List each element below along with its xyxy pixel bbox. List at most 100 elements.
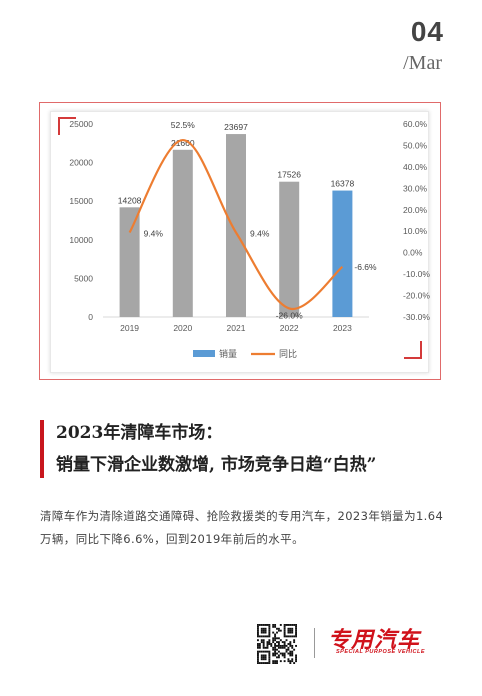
qr-module [276,662,278,664]
qr-module [258,624,261,626]
qr-module [260,656,263,659]
qr-module [285,639,288,642]
qr-module [283,631,286,634]
qr-module [266,644,269,647]
qr-module [287,635,290,638]
qr-module [257,625,259,628]
qr-module [266,643,269,645]
qr-module [287,643,290,645]
qr-module [260,641,263,644]
qr-module [268,625,271,628]
qr-module [274,650,277,653]
qr-module [262,641,265,644]
bar-2022 [279,181,300,317]
qr-module [293,662,296,664]
x-tick-label: 2021 [227,323,246,333]
qr-module [283,633,286,636]
qr-module [268,633,271,636]
qr-module [295,631,297,634]
qr-module [264,658,267,661]
qr-module [289,631,292,634]
qr-module [289,629,292,632]
qr-module [289,652,292,655]
qr-module [289,660,292,663]
qr-module [262,650,265,653]
qr-module [289,644,292,647]
qr-module [283,652,286,655]
qr-module [268,652,271,655]
qr-module [262,629,265,632]
qr-module [289,643,292,645]
qr-module [285,648,288,651]
qr-module [262,643,265,645]
qr-module [262,658,265,661]
qr-module [258,646,261,649]
qr-module [266,641,269,644]
qr-module [276,648,278,651]
qr-module [266,646,269,649]
qr-module [287,646,290,649]
footer-divider [314,628,315,658]
qr-module [285,624,288,626]
qr-module [289,654,292,657]
qr-module [293,648,296,651]
bar-2023 [332,190,353,317]
qr-module [266,662,269,664]
qr-module [268,635,271,638]
qr-module [274,654,277,657]
qr-module [276,637,278,640]
qr-module [260,654,263,657]
qr-module [274,660,277,663]
qr-module [279,652,282,655]
qr-module [276,631,278,634]
y-left-tick-label: 5000 [74,273,93,283]
headline-line-1: 2023年清障车市场： [56,423,223,443]
y-right-tick-label: 40.0% [403,162,428,172]
x-tick-label: 2020 [173,323,192,333]
qr-module [291,631,294,634]
qr-module [258,650,261,653]
qr-module [277,629,280,632]
qr-module [281,646,284,649]
qr-code[interactable] [257,624,297,664]
qr-module [270,644,273,647]
qr-module [285,650,288,653]
qr-module [260,650,263,653]
qr-module [262,635,265,638]
x-tick-label: 2022 [280,323,299,333]
qr-module [268,650,271,653]
bar-data-label: 14208 [118,195,142,205]
legend-label: 销量 [219,348,237,360]
qr-module [287,624,290,626]
qr-module [272,662,275,664]
qr-module [291,652,294,655]
issue-month: /Mar [403,52,442,74]
qr-module [295,624,297,626]
qr-module [293,639,296,642]
qr-module [268,662,271,664]
qr-module [272,639,275,642]
qr-module [262,646,265,649]
qr-module [272,652,275,655]
qr-module [289,624,292,626]
qr-module [287,652,290,655]
qr-module [266,624,269,626]
qr-module [260,631,263,634]
qr-module [291,627,294,630]
qr-module [277,650,280,653]
qr-module [257,656,259,659]
qr-module [274,643,277,645]
qr-module [274,662,277,664]
qr-module [268,631,271,634]
qr-module [258,662,261,664]
qr-module [287,658,290,661]
qr-module [277,646,280,649]
qr-module [289,641,292,644]
line-data-label: 52.5% [171,120,196,130]
qr-module [262,662,265,664]
bar-data-label: 16378 [331,179,355,189]
y-right-tick-label: 0.0% [403,248,423,258]
qr-module [274,646,277,649]
legend-label: 同比 [279,348,297,360]
corner-mark-top-left [58,117,76,135]
